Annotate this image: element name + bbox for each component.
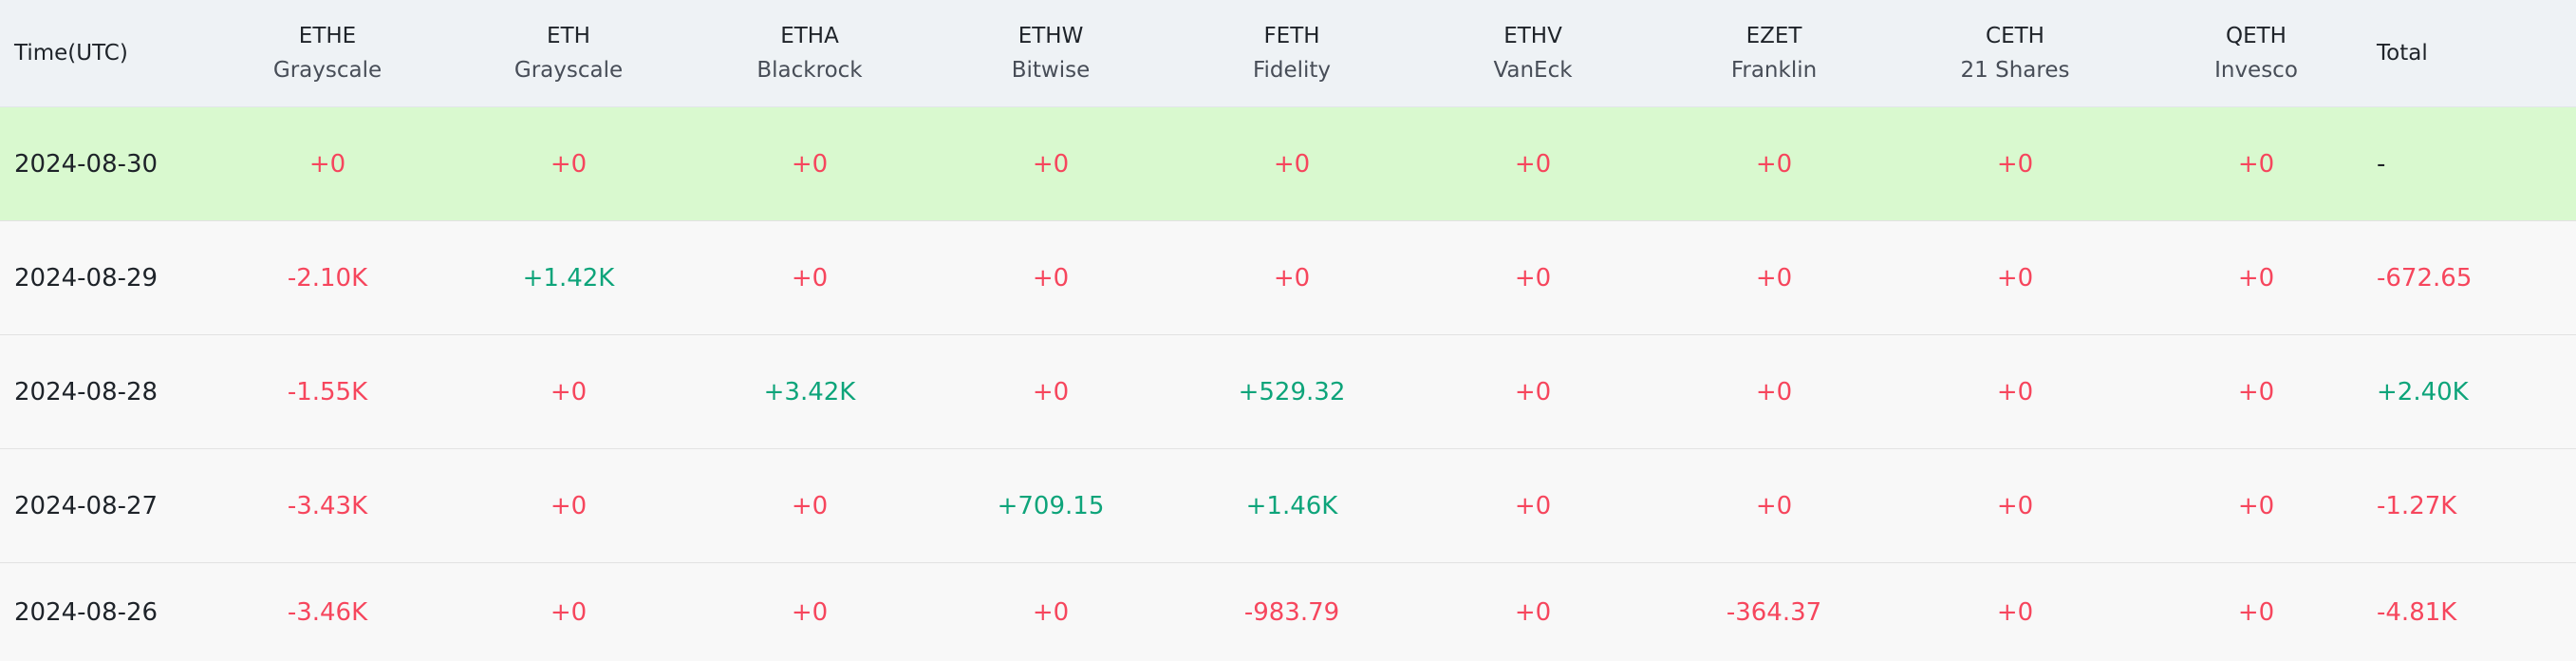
header-fund-ethw[interactable]: ETHW Bitwise [930,0,1171,106]
header-issuer: Fidelity [1252,58,1332,83]
header-issuer: 21 Shares [1960,58,2070,83]
flow-value-ceth: +0 [1996,263,2034,293]
header-issuer: Franklin [1730,58,1818,83]
flow-value-ezet: +0 [1755,377,1793,406]
flow-value-feth: +0 [1273,263,1311,293]
flow-total: -4.81K [2377,597,2457,627]
header-ticker: ETHE [298,24,357,48]
table-row[interactable]: 2024-08-27 -3.43K +0 +0 +709.15 +1.46K +0 +0 +0 +… [0,449,2576,563]
header-ticker: ETHA [780,24,839,48]
flow-value-ezet: +0 [1755,491,1793,520]
flow-value-qeth: +0 [2237,491,2275,520]
flow-value-ceth: +0 [1996,377,2034,406]
row-date: 2024-08-29 [14,263,159,293]
header-fund-eth[interactable]: ETH Grayscale [448,0,689,106]
header-fund-ethv[interactable]: ETHV VanEck [1412,0,1653,106]
header-total[interactable]: Total [2377,41,2428,66]
flow-value-ethv: +0 [1514,149,1552,179]
row-date: 2024-08-26 [14,597,159,627]
flow-value-qeth: +0 [2237,263,2275,293]
header-time[interactable]: Time(UTC) [14,41,128,66]
header-issuer: Invesco [2214,58,2298,83]
flow-value-feth: -983.79 [1243,597,1340,627]
flow-value-etha: +0 [791,597,829,627]
table-row[interactable]: 2024-08-28 -1.55K +0 +3.42K +0 +529.32 +0 +0 +0 +… [0,335,2576,449]
flow-value-etha: +3.42K [763,377,856,406]
flow-value-ethe: -2.10K [287,263,368,293]
flow-value-qeth: +0 [2237,377,2275,406]
header-fund-etha[interactable]: ETHA Blackrock [689,0,930,106]
flow-value-eth: +0 [550,149,588,179]
table-body: 2024-08-30 +0 +0 +0 +0 +0 +0 +0 +0 +0 - 2024-08-29 -… [0,107,2576,661]
flow-value-etha: +0 [791,149,829,179]
row-date: 2024-08-30 [14,149,159,179]
header-ticker: CETH [1986,24,2044,48]
table-row[interactable]: 2024-08-29 -2.10K +1.42K +0 +0 +0 +0 +0 +0 +0 -672… [0,221,2576,335]
flow-value-ethe: +0 [308,149,346,179]
flow-value-ezet: -364.37 [1726,597,1822,627]
flow-value-ethw: +709.15 [997,491,1105,520]
flow-value-ethv: +0 [1514,491,1552,520]
header-issuer: Grayscale [513,58,624,83]
flow-value-ethw: +0 [1032,377,1070,406]
flow-value-feth: +1.46K [1245,491,1338,520]
table-row[interactable]: 2024-08-30 +0 +0 +0 +0 +0 +0 +0 +0 +0 - [0,107,2576,221]
flow-value-eth: +0 [550,491,588,520]
table-header: Time(UTC) ETHE Grayscale ETH Grayscale E… [0,0,2576,107]
flow-value-ethv: +0 [1514,263,1552,293]
flow-total: -672.65 [2377,263,2473,293]
header-fund-ethe[interactable]: ETHE Grayscale [207,0,448,106]
header-ticker: QETH [2226,24,2287,48]
flow-value-ezet: +0 [1755,149,1793,179]
flow-value-eth: +1.42K [522,263,615,293]
flow-value-qeth: +0 [2237,149,2275,179]
flow-value-ethv: +0 [1514,377,1552,406]
header-ticker: EZET [1745,24,1802,48]
header-issuer: VanEck [1493,58,1573,83]
header-ticker: FETH [1263,24,1320,48]
flow-value-qeth: +0 [2237,597,2275,627]
flow-value-ceth: +0 [1996,597,2034,627]
flow-value-ethw: +0 [1032,263,1070,293]
flow-value-eth: +0 [550,597,588,627]
flow-value-feth: +0 [1273,149,1311,179]
row-date: 2024-08-28 [14,377,159,406]
row-date: 2024-08-27 [14,491,159,520]
flow-value-ethe: -3.43K [287,491,368,520]
flow-value-ethv: +0 [1514,597,1552,627]
header-fund-ezet[interactable]: EZET Franklin [1653,0,1895,106]
flow-value-ethe: -3.46K [287,597,368,627]
flow-value-ethe: -1.55K [287,377,368,406]
flow-total: +2.40K [2377,377,2469,406]
flow-value-etha: +0 [791,491,829,520]
header-issuer: Bitwise [1011,58,1091,83]
header-fund-feth[interactable]: FETH Fidelity [1171,0,1412,106]
header-fund-qeth[interactable]: QETH Invesco [2136,0,2377,106]
flow-value-eth: +0 [550,377,588,406]
flow-value-ezet: +0 [1755,263,1793,293]
table-row[interactable]: 2024-08-26 -3.46K +0 +0 +0 -983.79 +0 -364.37 +0… [0,563,2576,661]
header-ticker: ETHV [1503,24,1562,48]
flow-value-ceth: +0 [1996,491,2034,520]
header-ticker: ETHW [1017,24,1084,48]
header-fund-ceth[interactable]: CETH 21 Shares [1895,0,2136,106]
header-ticker: ETH [547,24,590,48]
header-issuer: Blackrock [756,58,863,83]
flow-total: -1.27K [2377,491,2457,520]
header-issuer: Grayscale [272,58,383,83]
flow-value-ceth: +0 [1996,149,2034,179]
flow-total: - [2377,149,2386,179]
flow-value-ethw: +0 [1032,149,1070,179]
flow-value-etha: +0 [791,263,829,293]
flow-value-feth: +529.32 [1238,377,1346,406]
flow-value-ethw: +0 [1032,597,1070,627]
